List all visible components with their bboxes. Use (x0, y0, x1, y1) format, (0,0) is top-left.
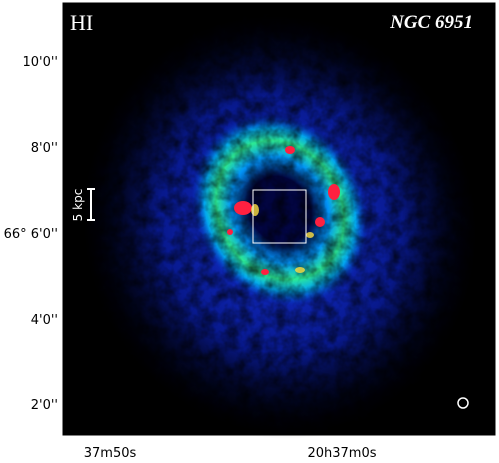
x-tick-label: 37m50s (84, 446, 137, 461)
scale-label: 5 kpc (71, 189, 85, 222)
galaxy-emission (63, 3, 495, 440)
title: NGC 6951 (389, 12, 473, 33)
y-tick-label: 66° 6'0'' (4, 227, 58, 242)
zoom-box (252, 189, 307, 244)
beam (457, 397, 469, 409)
axis-ticks (63, 61, 343, 435)
scale-bar: 5 kpc (71, 188, 95, 222)
y-tick-label: 10'0'' (22, 55, 58, 70)
y-tick-label: 2'0'' (31, 398, 58, 413)
label: HI (70, 10, 93, 35)
y-tick-label: 8'0'' (31, 141, 58, 156)
y-tick-label: 4'0'' (31, 313, 58, 328)
x-tick-label: 20h37m0s (307, 446, 376, 461)
